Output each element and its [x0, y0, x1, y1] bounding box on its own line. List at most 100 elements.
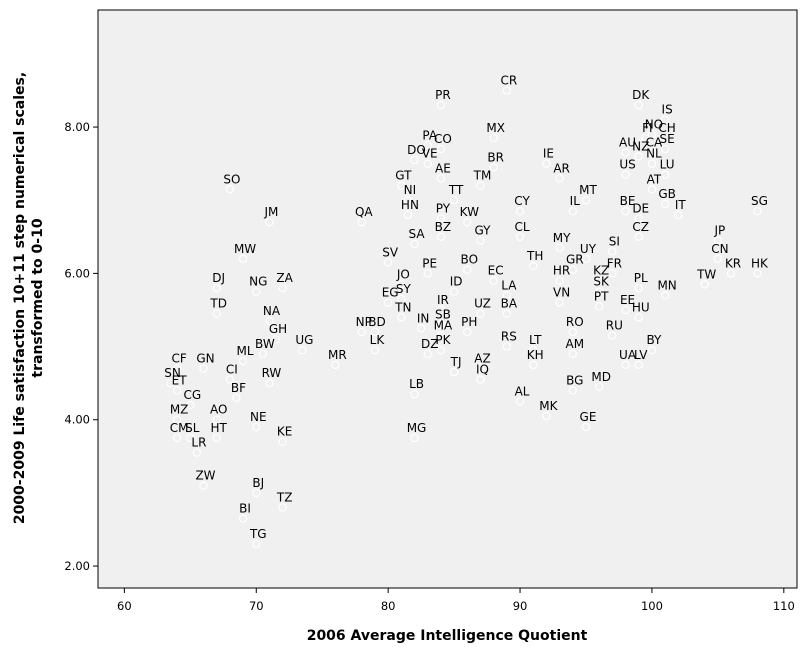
point-label-pa: PA — [422, 128, 437, 142]
point-ma — [436, 331, 446, 340]
point-label-at: AT — [647, 172, 662, 186]
point-id — [449, 287, 459, 296]
point-fr — [608, 269, 617, 278]
point-pr — [436, 100, 446, 110]
point-pl — [634, 283, 643, 293]
point-zw — [199, 481, 208, 490]
point-label-kw: KW — [460, 205, 479, 219]
y-axis-title-line-1: 2000-2009 Life satisfaction 10+11 step n… — [12, 72, 28, 524]
point-vn — [555, 298, 564, 307]
point-label-pk: PK — [435, 333, 451, 347]
point-label-mn: MN — [657, 278, 676, 292]
point-label-lk: LK — [370, 333, 386, 347]
point-gn — [199, 364, 208, 373]
point-label-is: IS — [662, 103, 673, 117]
point-fi — [641, 133, 650, 143]
point-label-ch: CH — [658, 121, 675, 135]
point-label-ge: GE — [580, 410, 597, 424]
point-lr — [192, 448, 202, 457]
point-ba — [502, 309, 512, 318]
point-label-rw: RW — [262, 366, 282, 380]
point-cf — [172, 364, 182, 373]
point-label-ke: KE — [277, 425, 292, 439]
point-label-th: TH — [526, 249, 543, 263]
point-lb — [410, 389, 419, 399]
point-hn — [403, 210, 413, 220]
point-label-si: SI — [609, 234, 620, 248]
point-label-cm: CM — [170, 421, 189, 435]
plot-area — [97, 9, 798, 589]
point-label-nl: NL — [646, 147, 662, 161]
point-label-do: DO — [407, 143, 426, 157]
point-ci — [225, 375, 235, 384]
point-ar — [555, 174, 564, 183]
point-label-kr: KR — [725, 256, 741, 270]
point-la — [502, 291, 512, 300]
point-sg — [753, 207, 762, 216]
point-bw — [258, 349, 268, 359]
point-mg — [410, 433, 419, 443]
x-tick-label: 100 — [641, 599, 663, 613]
point-lk — [370, 346, 380, 355]
point-label-iq: IQ — [476, 362, 489, 376]
point-label-hk: HK — [751, 256, 769, 270]
point-rw — [265, 378, 274, 388]
point-za — [278, 283, 287, 293]
point-label-se: SE — [660, 132, 675, 146]
point-pa — [423, 141, 432, 150]
point-ng — [252, 287, 261, 296]
point-ke — [278, 437, 287, 446]
point-label-ee: EE — [620, 293, 635, 307]
point-gh — [271, 335, 281, 344]
point-label-az: AZ — [474, 352, 490, 366]
point-ee — [621, 305, 630, 315]
point-hr — [555, 276, 564, 285]
point-label-no: NO — [645, 117, 663, 131]
point-label-hr: HR — [553, 264, 570, 278]
point-cr — [502, 86, 512, 95]
point-tg — [252, 539, 261, 549]
point-label-mg: MG — [407, 421, 427, 435]
point-jp — [713, 236, 723, 245]
x-axis: 60 70 80 90 100 110 — [117, 588, 795, 613]
point-label-lb: LB — [409, 377, 424, 391]
point-label-cr: CR — [500, 73, 517, 87]
point-cn — [713, 254, 723, 263]
y-axis-title-line-2: transformed to 0-10 — [30, 218, 46, 377]
point-label-cf: CF — [171, 352, 186, 366]
point-jm — [265, 217, 274, 227]
point-kr — [726, 269, 736, 278]
point-label-dk: DK — [632, 88, 650, 102]
point-label-sa: SA — [408, 227, 425, 241]
point-mk — [542, 411, 551, 421]
point-label-bj: BJ — [252, 476, 264, 490]
point-label-gh: GH — [269, 322, 287, 336]
point-sk — [594, 287, 604, 296]
y-tick-label: 2.00 — [64, 559, 90, 573]
point-label-bf: BF — [231, 381, 246, 395]
point-tj — [449, 367, 459, 377]
point-label-ba: BA — [501, 297, 518, 311]
point-ph — [463, 327, 472, 337]
point-mn — [660, 291, 670, 300]
point-label-lu: LU — [660, 158, 675, 172]
point-label-ph: PH — [461, 315, 477, 329]
point-uz — [476, 309, 485, 318]
point-mr — [331, 360, 340, 370]
point-kw — [463, 217, 472, 227]
point-tw — [700, 280, 709, 289]
point-us — [621, 170, 630, 179]
point-rs — [502, 342, 512, 351]
point-py — [436, 214, 446, 223]
point-label-ma: MA — [434, 319, 453, 333]
point-mx — [489, 133, 498, 143]
point-label-vn: VN — [553, 286, 570, 300]
point-label-eg: EG — [382, 286, 399, 300]
point-label-ru: RU — [606, 319, 623, 333]
point-label-cl: CL — [514, 220, 529, 234]
point-label-lr: LR — [191, 436, 206, 450]
point-gt — [397, 181, 406, 190]
point-label-by: BY — [646, 333, 662, 347]
x-tick-label: 60 — [117, 599, 132, 613]
point-label-mt: MT — [579, 183, 597, 197]
